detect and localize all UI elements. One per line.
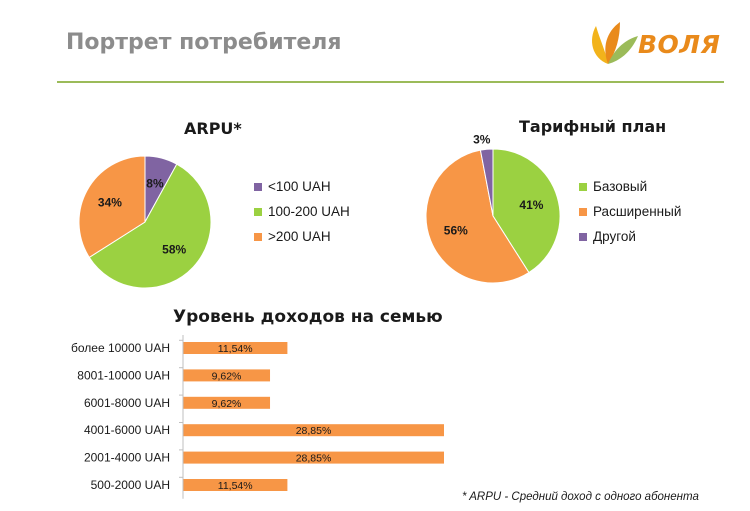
tariff-slice-label-0: 41% bbox=[519, 198, 543, 212]
arpu-legend-label: 100-200 UAH bbox=[268, 204, 350, 219]
income-bar bbox=[183, 424, 444, 437]
arpu-legend-item: <100 UAH bbox=[254, 174, 350, 199]
tariff-slice-label-1: 56% bbox=[444, 224, 468, 238]
tariff-pie-chart: 41% 56% 3% bbox=[425, 132, 561, 284]
tariff-legend-item: Другой bbox=[579, 224, 681, 249]
arpu-legend-label: <100 UAH bbox=[268, 179, 331, 194]
income-category-label: 500-2000 UAH bbox=[91, 478, 170, 492]
income-category-label: 4001-6000 UAH bbox=[84, 423, 170, 437]
arpu-slice-label-0: 8% bbox=[146, 176, 164, 190]
arpu-legend-swatch bbox=[254, 232, 262, 241]
arpu-slice-label-2: 34% bbox=[98, 196, 122, 210]
income-bar-value-label: 28,85% bbox=[296, 425, 332, 437]
tariff-legend-item: Базовый bbox=[579, 174, 681, 199]
arpu-legend-item: >200 UAH bbox=[254, 224, 350, 249]
income-bar bbox=[183, 396, 271, 409]
tariff-slice-1 bbox=[425, 149, 530, 284]
tariff-legend-label: Другой bbox=[593, 229, 636, 244]
arpu-slice-label-1: 58% bbox=[162, 242, 186, 256]
income-category-label: 2001-4000 UAH bbox=[84, 451, 170, 465]
income-bar-value-label: 11,54% bbox=[218, 480, 253, 492]
header-divider bbox=[57, 81, 724, 83]
income-bar-value-label: 28,85% bbox=[296, 453, 332, 465]
arpu-legend-label: >200 UAH bbox=[268, 229, 331, 244]
leaf-icon bbox=[592, 22, 638, 64]
tariff-legend: Базовый Расширенный Другой bbox=[579, 174, 681, 249]
tariff-legend-item: Расширенный bbox=[579, 199, 681, 224]
arpu-legend-swatch bbox=[254, 182, 262, 191]
tariff-chart-title: Тарифный план bbox=[519, 117, 667, 136]
income-category-label: 6001-8000 UAH bbox=[84, 396, 170, 410]
tariff-legend-swatch bbox=[579, 182, 587, 191]
arpu-legend-item: 100-200 UAH bbox=[254, 199, 350, 224]
arpu-legend-swatch bbox=[254, 207, 262, 216]
income-chart-title: Уровень доходов на семью bbox=[173, 307, 443, 327]
tariff-legend-label: Базовый bbox=[593, 179, 648, 194]
footnote: * ARPU - Средний доход с одного абонента bbox=[462, 491, 699, 503]
tariff-legend-label: Расширенный bbox=[593, 204, 682, 219]
page-title: Портрет потребителя bbox=[66, 30, 342, 55]
tariff-legend-swatch bbox=[579, 207, 587, 216]
income-bar bbox=[183, 451, 444, 464]
arpu-slice-2 bbox=[78, 155, 146, 259]
income-bar-chart: более 10000 UAH 11,54% 8001-10000 UAH 9,62%… bbox=[71, 335, 444, 499]
income-bar bbox=[183, 369, 271, 382]
brand-logo: ВОЛЯ bbox=[586, 18, 726, 68]
tariff-slice-label-2: 3% bbox=[473, 132, 491, 146]
income-bar-value-label: 9,62% bbox=[212, 370, 242, 382]
income-bar-value-label: 11,54% bbox=[218, 343, 253, 355]
income-bar-value-label: 9,62% bbox=[212, 398, 242, 410]
income-category-label: 8001-10000 UAH bbox=[77, 368, 170, 382]
tariff-slice-2 bbox=[479, 148, 494, 217]
logo-text: ВОЛЯ bbox=[638, 30, 721, 59]
arpu-pie-chart: 8% 58% 34% bbox=[78, 155, 212, 289]
income-bar bbox=[183, 342, 288, 354]
arpu-chart-title: ARPU* bbox=[184, 119, 242, 138]
income-bar bbox=[183, 479, 288, 491]
arpu-legend: <100 UAH 100-200 UAH >200 UAH bbox=[254, 174, 350, 249]
tariff-legend-swatch bbox=[579, 232, 587, 241]
arpu-slice-1 bbox=[88, 163, 212, 289]
income-category-label: более 10000 UAH bbox=[71, 341, 170, 355]
